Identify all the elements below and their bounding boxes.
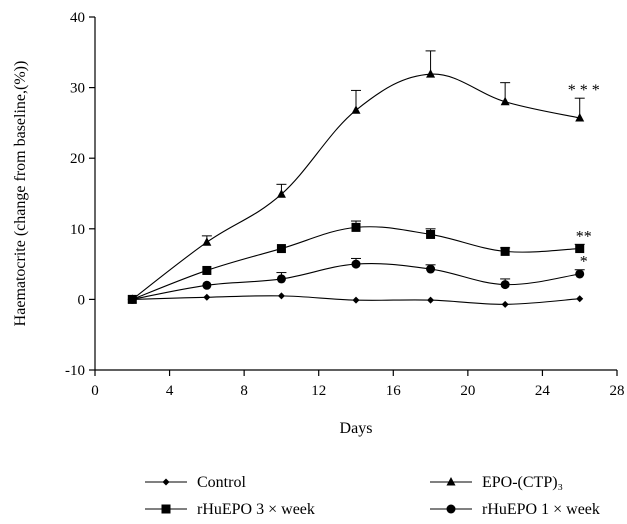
series-1: * * * (127, 50, 600, 303)
y-axis-label: Haematocrite (change from baseline,(%)) (12, 61, 29, 327)
series-2: ** (127, 220, 592, 304)
data-point (351, 222, 361, 232)
data-point (500, 96, 510, 106)
x-tick-label: 0 (91, 383, 99, 399)
significance-label: * * * (568, 82, 600, 99)
data-point (427, 296, 435, 304)
x-axis-label: Days (340, 420, 373, 437)
legend-marker (161, 504, 171, 514)
data-point (202, 237, 212, 246)
y-tick-label: 40 (70, 10, 85, 26)
x-tick-label: 8 (240, 383, 248, 399)
x-tick-label: 16 (386, 383, 402, 399)
legend-item-0: Control (145, 474, 246, 491)
data-point (500, 280, 510, 290)
x-tick-label: 28 (610, 383, 625, 399)
data-point (575, 269, 585, 279)
data-point (351, 105, 361, 114)
data-point (127, 294, 137, 304)
data-point (202, 265, 212, 275)
legend-label: Control (197, 474, 246, 491)
significance-label: * (580, 254, 588, 271)
series-layer: * * **** (127, 50, 600, 308)
data-point (426, 264, 436, 274)
legend-item-2: rHuEPO 3 × week (145, 501, 315, 518)
data-point (575, 244, 585, 254)
data-point (352, 296, 360, 304)
data-point (276, 274, 286, 284)
legend-label: rHuEPO 1 × week (482, 501, 600, 518)
legend-marker (446, 477, 456, 486)
legend-marker (162, 478, 170, 486)
data-point (276, 189, 286, 198)
series-line (132, 263, 580, 300)
data-point (576, 295, 584, 303)
series-0 (128, 292, 584, 308)
legend-item-1: EPO-(CTP)₃ (430, 474, 563, 491)
y-tick-label: 10 (70, 222, 85, 238)
data-point (351, 259, 361, 269)
data-point (500, 246, 510, 256)
data-point (202, 280, 212, 290)
legend-label: EPO-(CTP)₃ (482, 474, 563, 491)
data-point (575, 112, 585, 122)
x-tick-label: 24 (535, 383, 551, 399)
series-3: * (127, 254, 588, 304)
data-point (426, 229, 436, 239)
data-point (276, 244, 286, 254)
y-tick-label: 30 (70, 81, 85, 97)
data-point (501, 300, 509, 308)
data-point (277, 292, 285, 300)
axes: -10 0 10 20 30 40 0 4 8 12 16 20 24 28 Days Haematocrit… (12, 10, 625, 437)
x-tick-label: 12 (311, 383, 326, 399)
legend-label: rHuEPO 3 × week (197, 501, 315, 518)
y-tick-label: 20 (70, 151, 85, 167)
legend-item-3: rHuEPO 1 × week (430, 501, 600, 518)
legend-marker (446, 504, 456, 514)
data-point (203, 293, 211, 301)
x-tick-label: 4 (166, 383, 174, 399)
x-tick-label: 20 (460, 383, 475, 399)
legend: Control EPO-(CTP)₃ rHuEPO 3 × week rHuEPO 1… (145, 474, 600, 518)
data-point (426, 69, 436, 78)
y-tick-label: 0 (78, 292, 86, 308)
y-tick-label: -10 (65, 363, 85, 379)
significance-label: ** (576, 228, 592, 245)
